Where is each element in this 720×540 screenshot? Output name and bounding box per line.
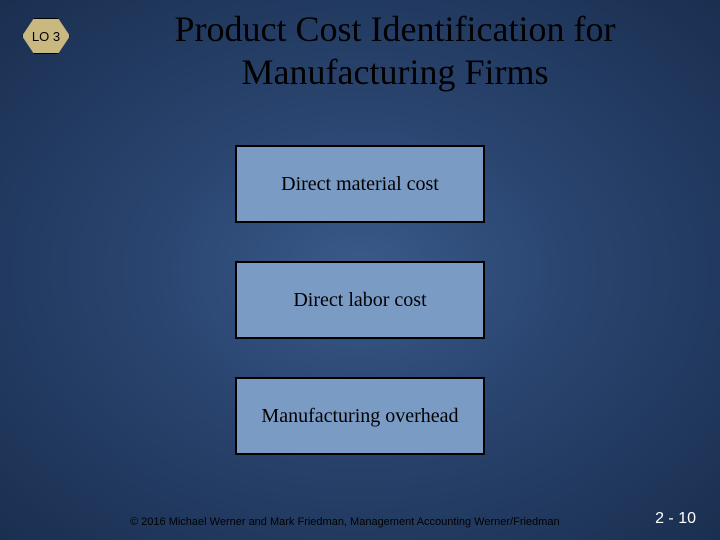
- page-number: 2 - 10: [655, 510, 696, 528]
- copyright-text: © 2016 Michael Werner and Mark Friedman,…: [130, 516, 560, 528]
- cost-box-label: Manufacturing overhead: [261, 404, 458, 428]
- cost-box: Direct material cost: [235, 145, 485, 223]
- cost-box-label: Direct labor cost: [293, 288, 426, 312]
- lo-badge: LO 3: [22, 18, 70, 54]
- cost-boxes: Direct material cost Direct labor cost M…: [0, 145, 720, 455]
- cost-box-label: Direct material cost: [281, 172, 439, 196]
- lo-badge-label: LO 3: [32, 29, 60, 44]
- slide-title: Product Cost Identification for Manufact…: [90, 8, 700, 94]
- cost-box: Direct labor cost: [235, 261, 485, 339]
- cost-box: Manufacturing overhead: [235, 377, 485, 455]
